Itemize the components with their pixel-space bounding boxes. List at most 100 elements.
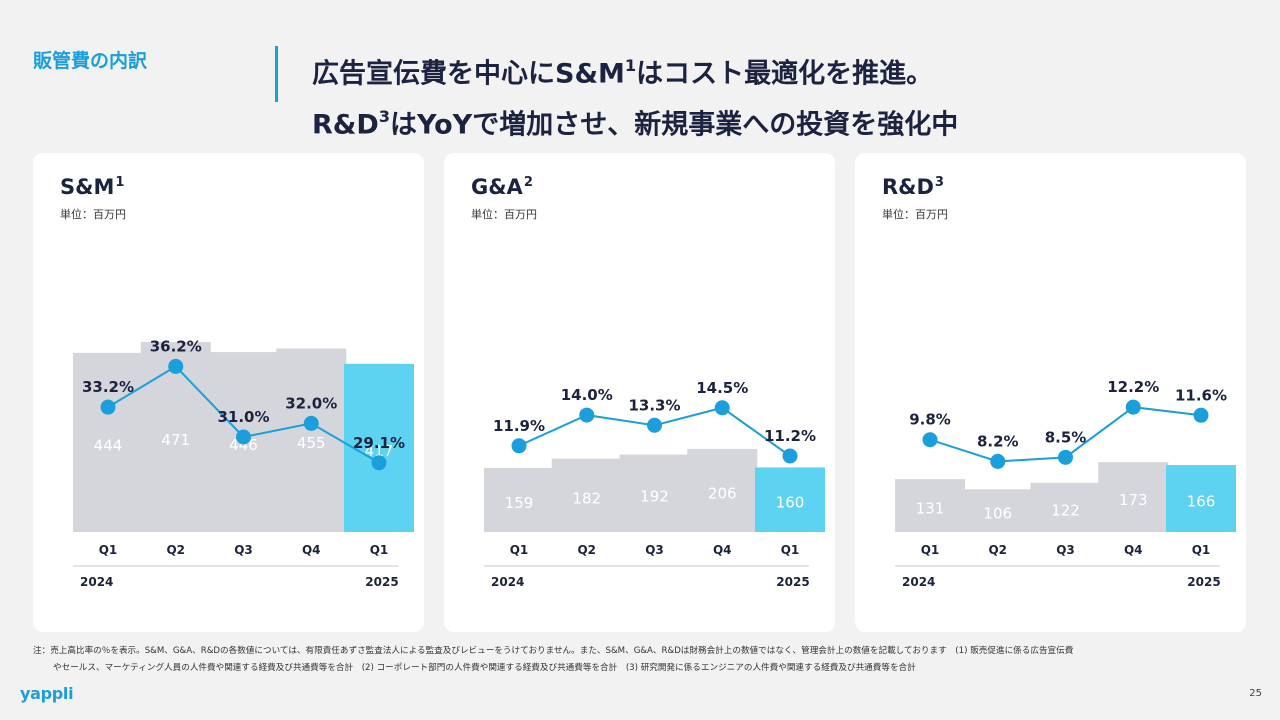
ratio-point — [371, 455, 387, 471]
x-tick-label: Q3 — [1056, 543, 1075, 557]
year-label: 2024 — [491, 575, 524, 589]
chart-title: G&A2 — [471, 175, 533, 199]
x-tick-label: Q4 — [1124, 543, 1143, 557]
chart-unit: 単位：百万円 — [60, 208, 126, 221]
bar-value-label: 446 — [229, 436, 258, 454]
bar-value-label: 182 — [572, 489, 601, 507]
bar-value-label: 106 — [983, 505, 1012, 523]
ratio-point — [922, 432, 938, 448]
ratio-label: 31.0% — [217, 408, 269, 426]
x-tick-label: Q2 — [577, 543, 596, 557]
ratio-label: 14.0% — [561, 386, 613, 404]
ratio-label: 13.3% — [628, 396, 680, 414]
ratio-label: 9.8% — [909, 411, 951, 429]
bar — [551, 458, 622, 532]
ratio-label: 32.0% — [285, 394, 337, 412]
header-divider — [275, 46, 278, 102]
bar — [895, 479, 965, 532]
ratio-point — [511, 438, 527, 454]
ratio-point — [1125, 399, 1141, 415]
ratio-label: 36.2% — [150, 337, 202, 355]
year-label: 2025 — [1187, 575, 1220, 589]
sm-chart: 444 471 446 455 417 33.2% 36.2% 31.0% 32.0% 29.1%… — [73, 337, 414, 589]
x-tick-label: Q1 — [370, 543, 389, 557]
year-label: 2025 — [365, 575, 398, 589]
bar-value-label: 192 — [640, 487, 669, 505]
footnote-line-2: やセールス、マーケティング人員の人件費や関連する経費及び共通費等を合計 (2) … — [53, 663, 916, 673]
bar-value-label: 417 — [365, 442, 394, 460]
bar — [484, 467, 554, 532]
rd-chart: 131 106 122 173 166 9.8% 8.2% 8.5% 12.2% 11.6% Q1 Q… — [895, 378, 1236, 589]
year-label: 2024 — [80, 575, 113, 589]
footnote-line-1: 注：売上高比率の％を表示。S&M、G&A、R&Dの各数値については、有限責任あず… — [33, 646, 1074, 656]
ratio-point — [100, 399, 116, 415]
headline: 広告宣伝費を中心にS&M1はコスト最適化を推進。 R&D3はYoYで増加させ、新… — [312, 44, 958, 147]
ratio-label: 29.1% — [353, 434, 405, 452]
x-tick-label: Q1 — [1192, 543, 1211, 557]
bar-value-label: 206 — [708, 484, 737, 502]
bar — [73, 352, 143, 532]
bar — [1166, 465, 1236, 532]
bar — [276, 348, 347, 532]
bar — [619, 454, 690, 532]
section-label: 販管費の内訳 — [33, 50, 148, 72]
bar — [687, 448, 758, 532]
ratio-point — [714, 400, 730, 416]
x-tick-label: Q4 — [302, 543, 321, 557]
bar-value-label: 455 — [297, 434, 326, 452]
bar-value-label: 166 — [1187, 493, 1216, 511]
bar-value-label: 444 — [94, 436, 123, 454]
x-tick-label: Q4 — [713, 543, 732, 557]
headline-line-2: R&D3はYoYで増加させ、新規事業への投資を強化中 — [312, 107, 959, 141]
ratio-point — [579, 407, 595, 423]
ratio-label: 8.5% — [1045, 428, 1087, 446]
bar — [1098, 462, 1169, 532]
chart-title: R&D3 — [882, 175, 944, 199]
ratio-point — [647, 417, 662, 433]
x-tick-label: Q2 — [988, 543, 1007, 557]
ratio-label: 11.2% — [764, 427, 816, 445]
ratio-label: 33.2% — [82, 378, 134, 396]
x-tick-label: Q2 — [166, 543, 185, 557]
bar — [962, 489, 1033, 532]
ratio-label: 14.5% — [696, 379, 748, 397]
chart-unit: 単位：百万円 — [882, 208, 948, 221]
ratio-point — [782, 448, 798, 464]
year-label: 2025 — [776, 575, 809, 589]
x-tick-label: Q3 — [234, 543, 253, 557]
bar — [755, 467, 825, 532]
x-tick-label: Q1 — [510, 543, 529, 557]
bar — [344, 363, 414, 532]
chart-unit: 単位：百万円 — [471, 208, 537, 221]
ratio-point — [168, 358, 184, 374]
bar-value-label: 160 — [776, 494, 805, 512]
ratio-label: 12.2% — [1107, 378, 1159, 396]
bar-value-label: 131 — [916, 500, 945, 518]
ratio-point — [1193, 407, 1209, 423]
headline-line-1: 広告宣伝費を中心にS&M1はコスト最適化を推進。 — [312, 56, 934, 90]
ratio-point — [303, 415, 319, 431]
ratio-point — [236, 429, 251, 445]
x-tick-label: Q3 — [645, 543, 664, 557]
ratio-label: 8.2% — [977, 432, 1019, 450]
ratio-label: 11.9% — [493, 417, 545, 435]
bar — [1030, 482, 1101, 532]
bar-value-label: 471 — [161, 431, 190, 449]
chart-title: S&M1 — [60, 175, 125, 199]
chart-card-sm: S&M1 単位：百万円 444 471 446 455 417 33.2% 36.2% 31.… — [33, 153, 424, 632]
page-number: 25 — [1249, 688, 1262, 699]
yappli-logo: yappli — [20, 684, 74, 703]
year-label: 2024 — [902, 575, 935, 589]
chart-card-rd: R&D3 単位：百万円 131 106 122 173 166 9.8% 8.2% 8.5% 1… — [855, 153, 1246, 632]
ratio-point — [1058, 449, 1073, 465]
x-tick-label: Q1 — [99, 543, 118, 557]
bar-value-label: 122 — [1051, 501, 1080, 519]
bar-value-label: 159 — [505, 494, 534, 512]
ratio-point — [990, 453, 1006, 469]
x-tick-label: Q1 — [921, 543, 940, 557]
ratio-label: 11.6% — [1175, 386, 1227, 404]
x-tick-label: Q1 — [781, 543, 800, 557]
bar-value-label: 173 — [1119, 491, 1148, 509]
ga-chart: 159 182 192 206 160 11.9% 14.0% 13.3% 14.5% 11.2%… — [484, 379, 825, 589]
chart-card-ga: G&A2 単位：百万円 159 182 192 206 160 11.9% 14.0% 13.… — [444, 153, 835, 632]
